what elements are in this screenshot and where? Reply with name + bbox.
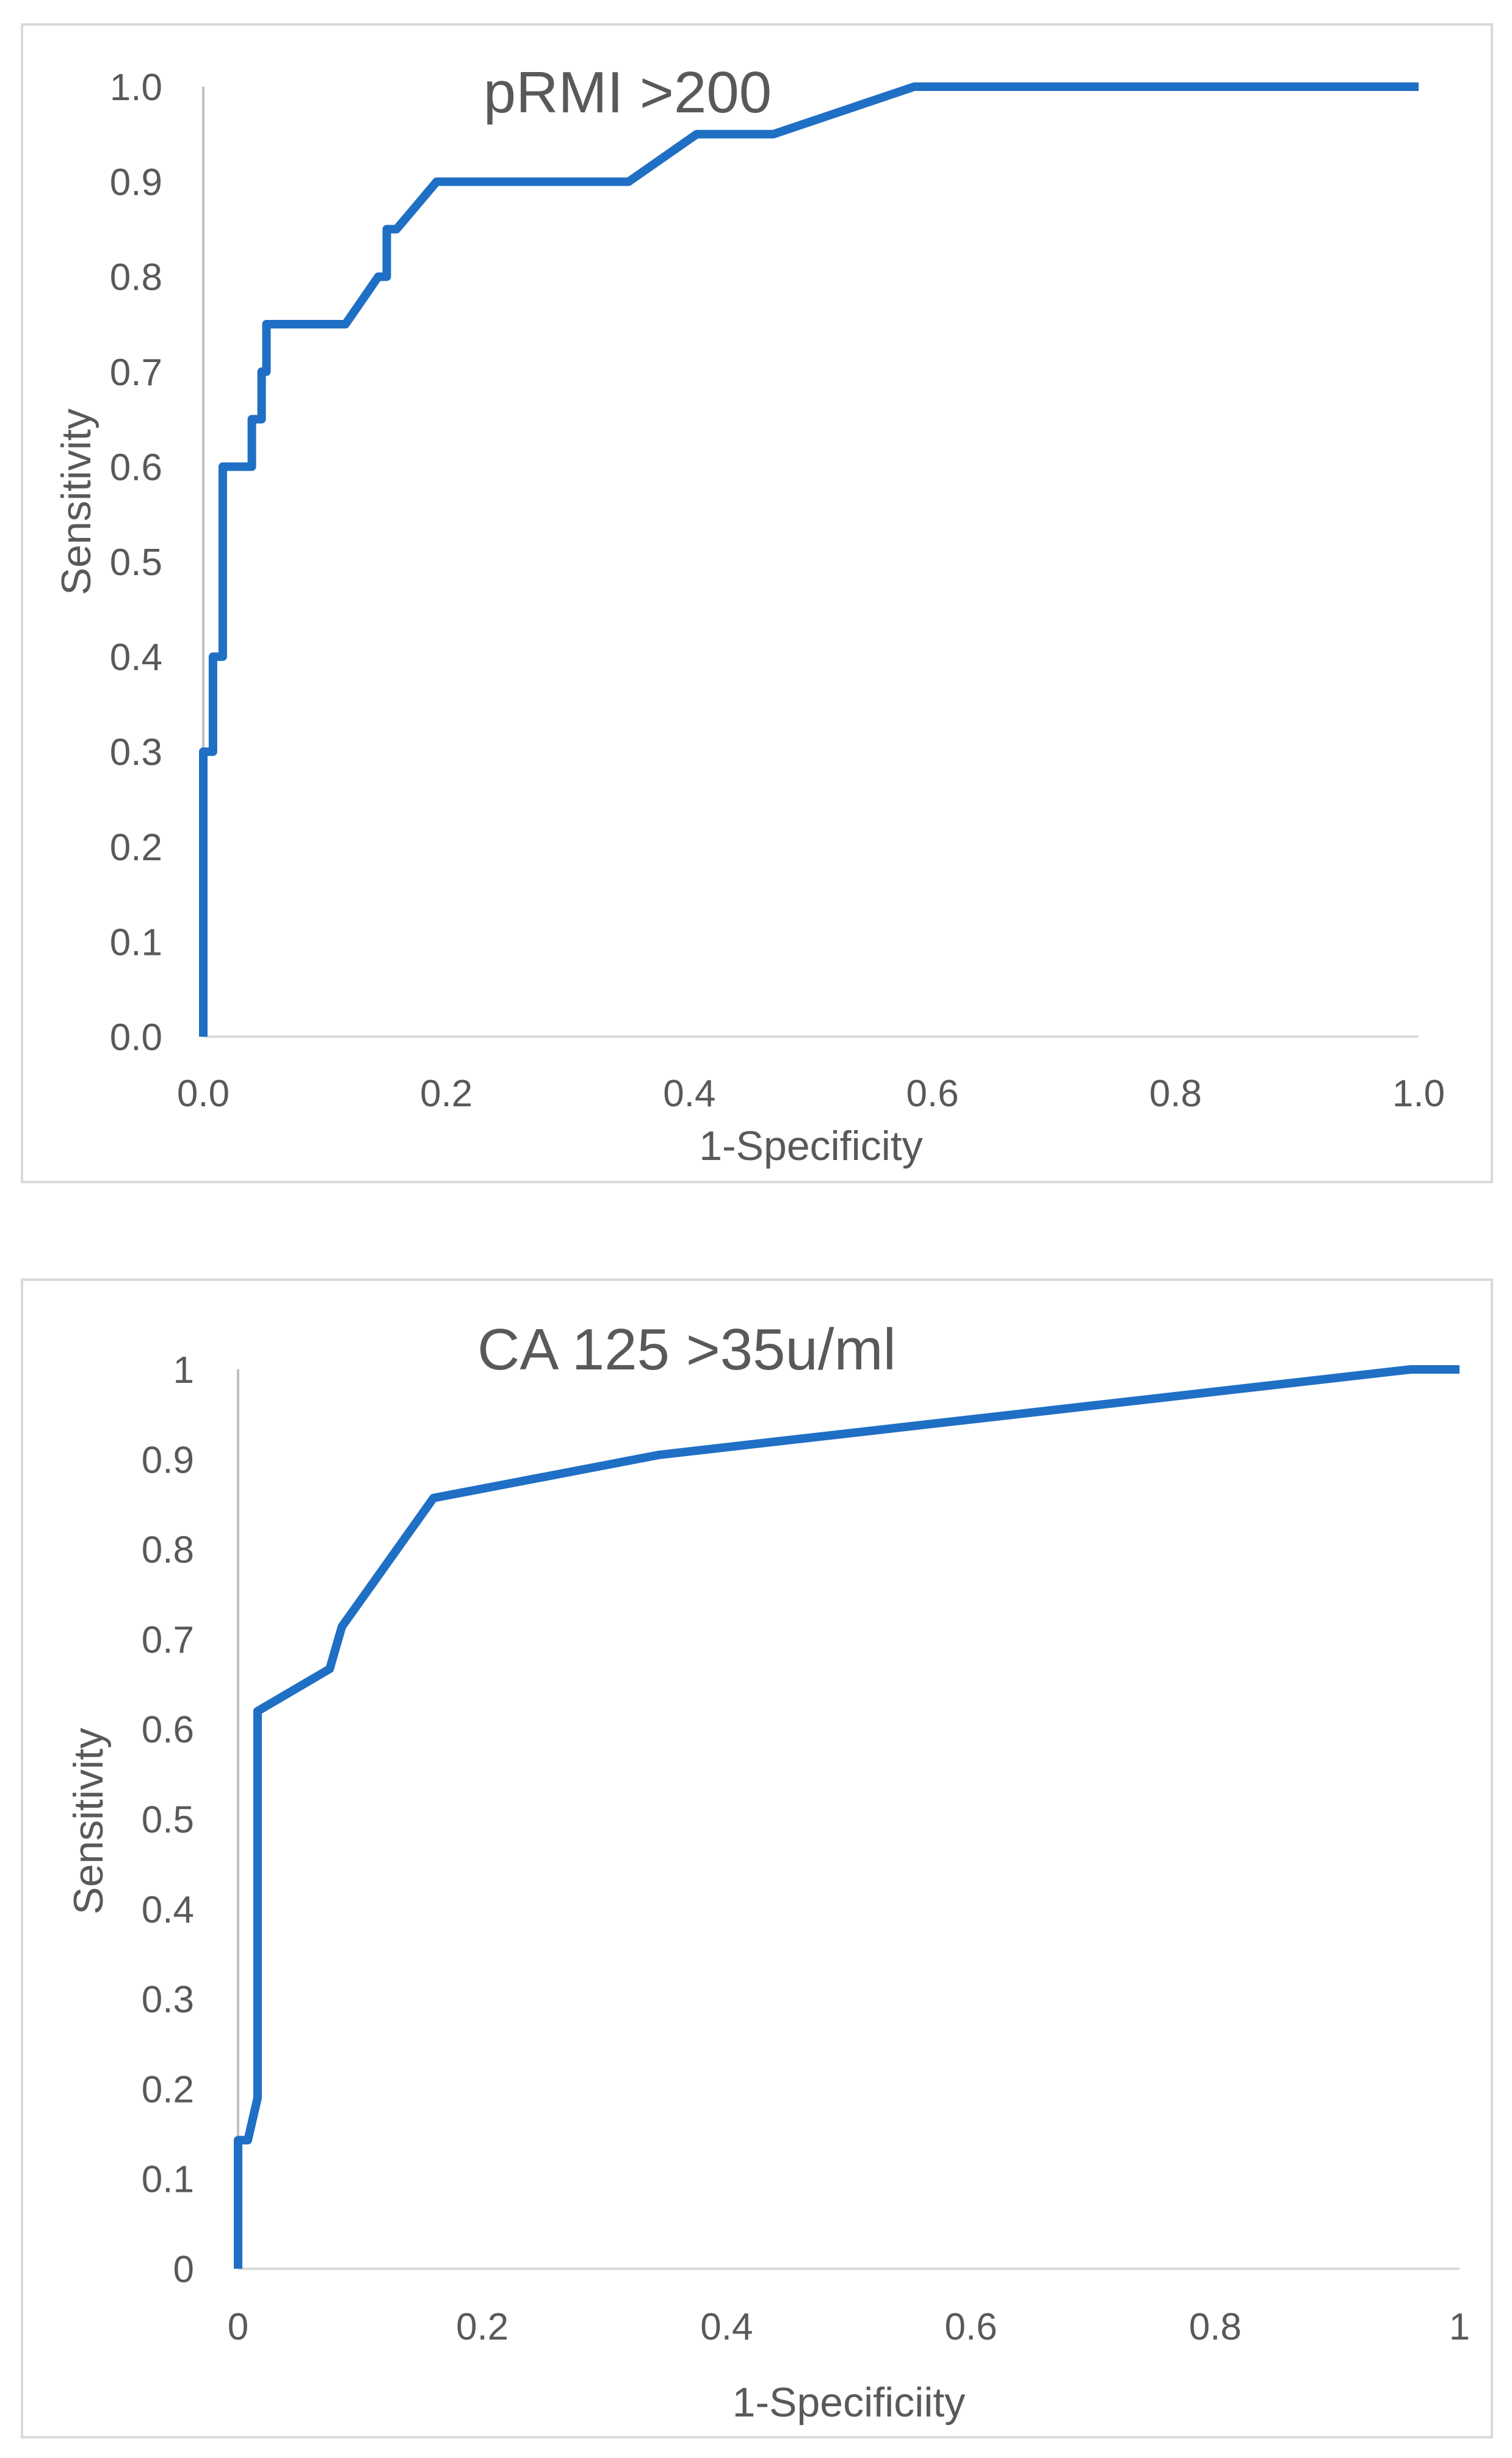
y-tick-label: 0.8 [142,1529,194,1572]
y-tick-label: 0.7 [142,1619,194,1661]
y-tick-label: 0.6 [110,446,162,488]
y-tick-label: 0.2 [110,827,162,869]
y-tick-label: 0.1 [142,2159,194,2201]
y-tick-label: 0.4 [142,1889,194,1931]
roc-curve-line [234,1365,1460,2269]
x-tick-label: 0.2 [456,2306,508,2348]
roc-chart-ca125-svg: 0 0.1 0.2 0.3 0.4 0.5 0.6 0.7 0.8 0.9 1 0 0.2 0.4 0.6 0… [65,1317,1470,2426]
x-axis-title: 1-Specificiity [732,2379,966,2426]
roc-chart-prmi-svg: 0.0 0.1 0.2 0.3 0.4 0.5 0.6 0.7 0.8 0.9 1.0 0.0 0.2 0… [53,60,1445,1169]
y-axis-title: Sensitivity [65,1728,112,1915]
x-tick-label: 0.6 [906,1073,958,1115]
y-tick-label: 1.0 [110,67,162,109]
x-tick-label: 0.8 [1149,1073,1202,1115]
x-tick-label: 1.0 [1392,1073,1445,1115]
chart-title-prmi: pRMI >200 [483,60,772,125]
y-tick-label: 0.3 [110,731,162,774]
x-axis-title: 1-Specificity [699,1123,923,1169]
x-tick-label: 0.6 [944,2306,997,2348]
y-tick-label: 0.1 [110,921,162,963]
x-tick-label: 0 [228,2306,248,2348]
y-tick-label: 0.3 [142,1979,194,2021]
y-axis-title: Sensitivity [53,408,99,595]
x-tick-label: 0.4 [663,1073,715,1115]
x-tick-label: 0.0 [177,1073,230,1115]
x-tick-label: 0.2 [420,1073,472,1115]
y-tick-label: 0.5 [142,1799,194,1841]
y-tick-label: 0.0 [110,1017,162,1059]
y-tick-label: 0.7 [110,352,162,394]
x-tick-label: 0.8 [1189,2306,1242,2348]
roc-chart-ca125: 0 0.1 0.2 0.3 0.4 0.5 0.6 0.7 0.8 0.9 1 0 0.2 0.4 0.6 0… [21,1278,1493,2438]
roc-curve-line [199,82,1419,1037]
y-tick-label: 0.2 [142,2068,194,2111]
y-tick-label: 0.4 [110,637,162,679]
y-tick-label: 0.9 [110,162,162,204]
y-tick-label: 0 [173,2249,194,2291]
y-tick-label: 1 [173,1349,194,1391]
y-tick-label: 0.5 [110,542,162,584]
chart-title-ca125: CA 125 >35u/ml [477,1317,896,1382]
y-tick-label: 0.8 [110,256,162,299]
x-tick-label: 0.4 [700,2306,753,2348]
y-tick-label: 0.9 [142,1439,194,1481]
roc-chart-prmi: 0.0 0.1 0.2 0.3 0.4 0.5 0.6 0.7 0.8 0.9 1.0 0.0 0.2 0… [21,23,1493,1183]
y-tick-label: 0.6 [142,1709,194,1751]
x-tick-label: 1 [1449,2306,1470,2348]
